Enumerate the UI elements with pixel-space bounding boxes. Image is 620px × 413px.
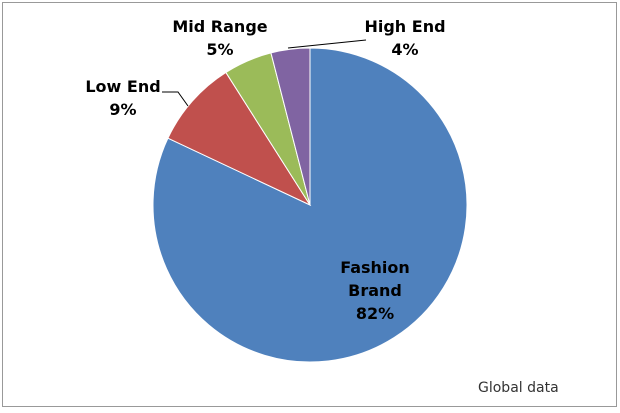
value-label: 5% (206, 40, 234, 59)
slice-label: Low End 9% (78, 75, 168, 121)
value-label: 82% (355, 304, 395, 323)
slice-label: Fashion Brand 82% (325, 256, 425, 325)
leader-line (162, 91, 189, 107)
category-label: Low End (85, 77, 161, 96)
category-label: High End (364, 17, 446, 36)
slice-label: Mid Range 5% (160, 15, 280, 61)
slice-label: High End 4% (350, 15, 460, 61)
value-label: 4% (391, 40, 419, 59)
slices (152, 47, 468, 363)
leader-line (287, 39, 367, 49)
category-label: Fashion Brand (340, 258, 410, 300)
pie-slice (270, 47, 311, 206)
category-label: Mid Range (172, 17, 268, 36)
pie-slice (167, 71, 312, 207)
note: Global data (478, 380, 559, 396)
value-label: 9% (109, 100, 137, 119)
